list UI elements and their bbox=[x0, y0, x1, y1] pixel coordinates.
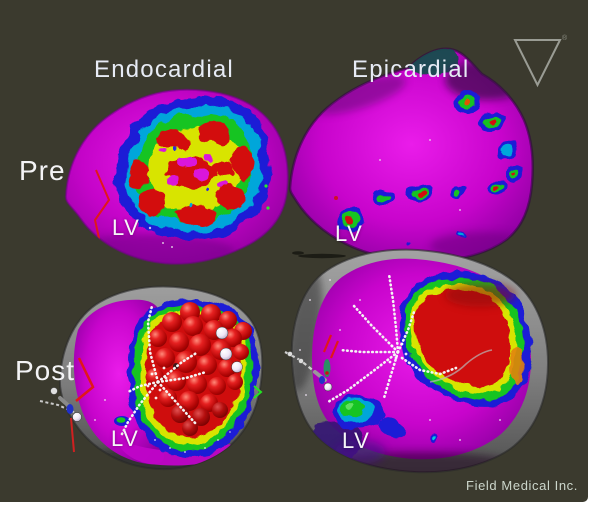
post-endocardial-map bbox=[39, 285, 264, 471]
pre-endocardial-map bbox=[64, 88, 289, 265]
post-epi-catheter bbox=[284, 351, 333, 392]
post-epicardial-map bbox=[284, 248, 550, 474]
shadow-smudge bbox=[292, 251, 346, 259]
anatomy-label-lv-post-epi: LV bbox=[342, 428, 371, 453]
anatomy-label-lv-pre-epi: LV bbox=[335, 221, 364, 246]
figure-canvas: Endocardial Epicardial Pre Post LV LV LV… bbox=[0, 0, 588, 502]
red-tick bbox=[329, 340, 340, 359]
company-credit: Field Medical Inc. bbox=[466, 478, 578, 493]
row-label-post: Post bbox=[15, 355, 76, 386]
cardiac-maps-graphic bbox=[39, 47, 550, 474]
ablation-lesion-spheres bbox=[146, 302, 252, 436]
registered-mark: ® bbox=[562, 35, 568, 42]
triangle-icon bbox=[513, 39, 562, 88]
brand-triangle-logo: ® bbox=[508, 32, 572, 92]
anatomy-label-lv-pre-endo: LV bbox=[112, 215, 141, 240]
red-reference-line bbox=[70, 417, 75, 453]
anatomy-label-lv-post-endo: LV bbox=[111, 426, 140, 451]
catheter-splines bbox=[120, 304, 208, 436]
column-header-epicardial: Epicardial bbox=[352, 56, 470, 83]
post-endo-catheter bbox=[39, 387, 82, 422]
red-tick bbox=[322, 334, 333, 353]
red-pointer-line bbox=[75, 357, 95, 402]
column-header-endocardial: Endocardial bbox=[94, 56, 234, 83]
row-label-pre: Pre bbox=[19, 155, 66, 186]
green-edge-patch bbox=[323, 359, 331, 377]
green-marker bbox=[253, 385, 263, 399]
